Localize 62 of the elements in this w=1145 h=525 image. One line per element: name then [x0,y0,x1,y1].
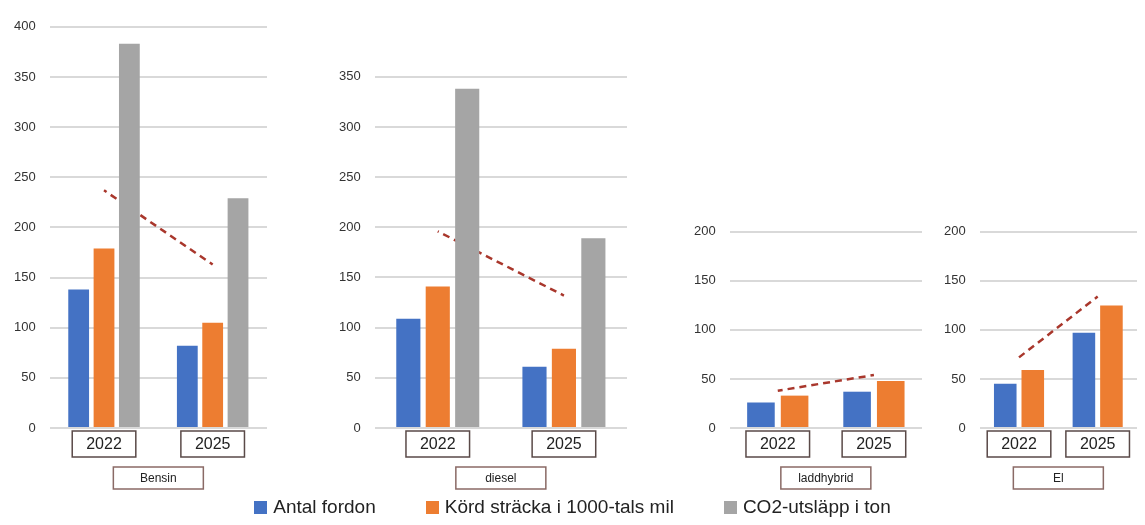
x-tick-label: 2022 [86,435,122,453]
y-tick-label: 300 [13,118,36,134]
bar [118,43,140,427]
bar [1100,305,1123,427]
bar [1072,332,1096,427]
y-tick-label: 50 [21,369,36,385]
bar [876,380,905,427]
legend-label: CO2-utsläpp i ton [742,496,891,518]
bar [176,345,198,427]
bar [1021,370,1045,427]
y-tick-label: 0 [353,419,361,435]
y-tick-label: 300 [338,118,361,134]
y-tick-label: 0 [28,419,36,435]
y-tick-label: 100 [338,319,361,335]
bar [780,395,809,427]
x-tick-label: 2025 [194,435,231,453]
y-tick-label: 200 [693,223,716,239]
bar [68,289,90,427]
bar [93,248,115,427]
x-tick-label: 2025 [856,435,892,453]
y-tick-label: 100 [13,319,36,335]
y-tick-label: 150 [943,272,966,288]
y-tick-label: 50 [701,370,716,386]
x-tick-label: 2022 [759,435,796,453]
bar [993,383,1017,427]
y-tick-label: 200 [943,223,966,239]
x-axis-title: Bensin [139,471,177,486]
x-axis-title: laddhybrid [798,471,854,486]
bar [551,348,576,427]
legend-label: Körd sträcka i 1000-tals mil [444,496,674,518]
y-tick-label: 50 [346,369,361,385]
y-tick-label: 150 [13,269,36,285]
y-tick-label: 250 [13,168,36,184]
x-tick-label: 2025 [1079,435,1116,453]
y-tick-label: 150 [693,272,716,288]
bar [202,322,224,427]
y-tick-label: 400 [13,18,36,34]
y-tick-label: 100 [693,321,716,337]
y-tick-label: 200 [338,218,361,234]
y-tick-label: 350 [13,68,36,84]
x-axis-title: El [1053,471,1064,486]
bar [581,238,606,427]
bar [843,391,871,427]
bar [747,402,775,427]
y-tick-label: 0 [708,419,716,435]
bar [455,88,480,427]
bar [522,366,547,427]
bar [227,198,249,427]
legend-label: Antal fordon [273,496,376,518]
x-tick-label: 2022 [1001,435,1037,453]
y-tick-label: 50 [951,370,966,386]
y-tick-label: 350 [338,68,361,84]
y-tick-label: 250 [338,168,361,184]
x-tick-label: 2022 [419,435,456,453]
y-tick-label: 0 [958,419,966,435]
y-tick-label: 150 [338,269,361,285]
y-tick-label: 200 [13,218,36,234]
x-axis-title: diesel [485,471,517,486]
x-tick-label: 2025 [546,435,582,453]
bar [396,318,421,427]
y-tick-label: 100 [943,321,966,337]
bar [425,286,450,427]
